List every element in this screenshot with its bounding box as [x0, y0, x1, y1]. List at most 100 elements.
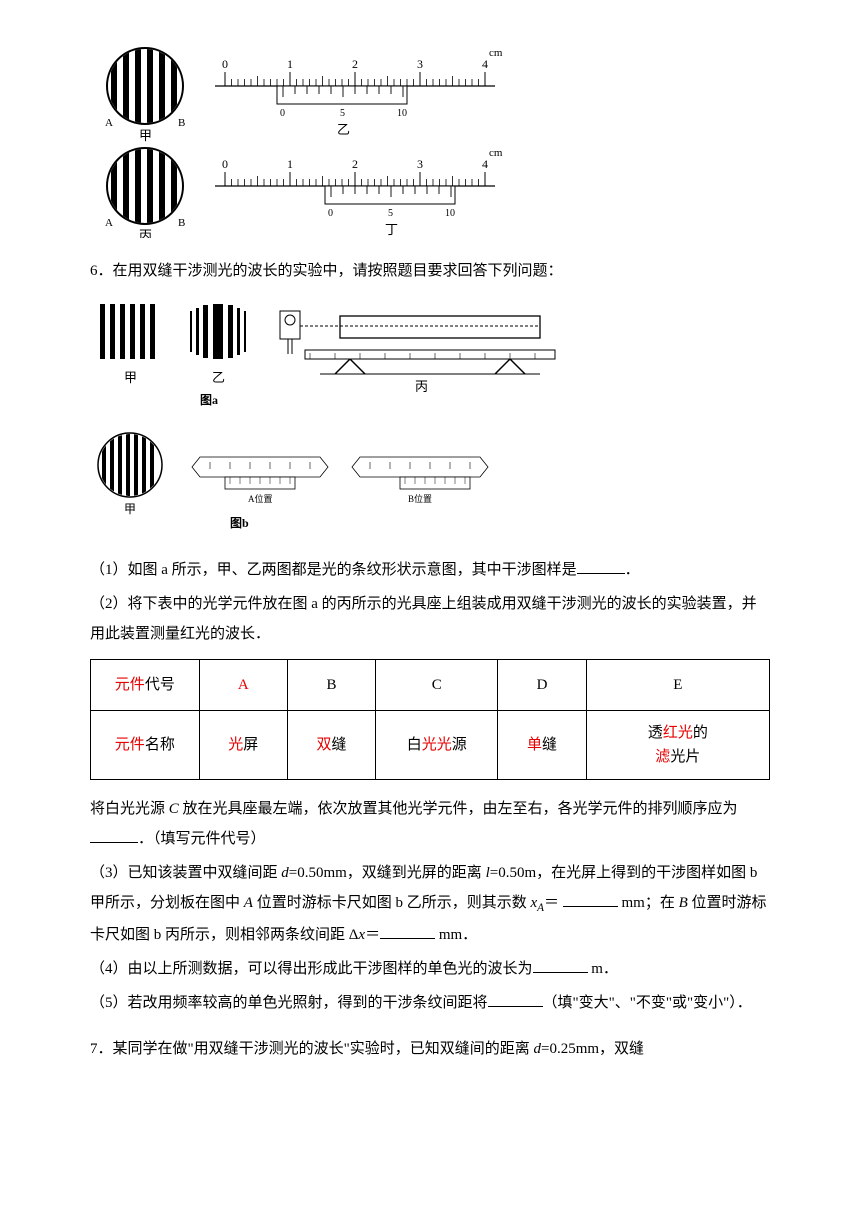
t-r2c6d: 滤 [655, 749, 670, 765]
t-r2c1b: 名称 [145, 737, 175, 753]
q6-p2b-a: 将白光光源 [90, 801, 169, 817]
t-r2c1a: 元件 [115, 737, 145, 753]
t-r2c3b: 缝 [332, 737, 347, 753]
q6-p3: （3）已知该装置中双缝间距 d=0.50mm，双缝到光屏的距离 l=0.50m，… [90, 858, 770, 950]
t-r2c4a: 白 [407, 737, 422, 753]
figure-top-verniers: A B 甲 0 1 2 3 4 cm [90, 38, 770, 238]
label-B: B [178, 117, 185, 129]
blank-6[interactable] [488, 992, 543, 1007]
q6-p2b-b: 放在光具座最左端，依次放置其他光学元件，由左至右，各光学元件的排列顺序应为 [179, 801, 738, 817]
q6-p5: （5）若改用频率较高的单色光照射，得到的干涉条纹间距将 （填"变大"、"不变"或"… [90, 988, 770, 1018]
q6-p3-di: d [281, 865, 289, 881]
q6-p3-Asub: A [537, 902, 544, 914]
figure-b: 甲 A位置 B位置 图b [90, 427, 770, 537]
t-r2c6b: 红光 [663, 725, 693, 741]
svg-text:3: 3 [417, 57, 423, 71]
svg-text:2: 2 [352, 57, 358, 71]
t-r2c6a: 透 [648, 725, 663, 741]
svg-text:cm: cm [489, 147, 503, 159]
elements-table: 元件代号 A B C D E 元件名称 光屏 双缝 白光光源 单缝 透红光的滤光… [90, 659, 770, 780]
t-r2c6f: 片 [685, 749, 700, 765]
q6-p1: （1）如图 a 所示，甲、乙两图都是光的条纹形状示意图，其中干涉图样是 ． [90, 555, 770, 585]
figA-yi: 乙 [212, 370, 225, 385]
q6-p4-a: （4）由以上所测数据，可以得出形成此干涉图样的单色光的波长为 [90, 961, 533, 977]
svg-text:0: 0 [280, 108, 285, 119]
q6-p4-b: m． [588, 961, 618, 977]
t-r2c5a: 单 [527, 737, 542, 753]
q6-p5-b: （填"变大"、"不变"或"变小"）． [543, 995, 752, 1011]
blank-1[interactable] [577, 559, 625, 574]
t-r1c1b: 代号 [145, 677, 175, 693]
figA-caption: 图a [200, 393, 218, 407]
q6-p3-h: ＝ [365, 927, 380, 943]
q6-p4: （4）由以上所测数据，可以得出形成此干涉图样的单色光的波长为 m． [90, 954, 770, 984]
t-r1c4: C [432, 677, 442, 693]
q6-p3-d: 位置时游标卡尺如图 b 乙所示，则其示数 [253, 895, 531, 911]
t-r2c3a: 双 [317, 737, 332, 753]
svg-text:1: 1 [287, 157, 293, 171]
label-A: A [105, 117, 113, 129]
svg-text:5: 5 [340, 108, 345, 119]
svg-text:0: 0 [222, 157, 228, 171]
svg-text:B: B [178, 217, 185, 229]
t-r2c6c: 的 [693, 725, 708, 741]
q6-p1-a: （1）如图 a 所示，甲、乙两图都是光的条纹形状示意图，其中干涉图样是 [90, 562, 577, 578]
t-r2c4b: 光光 [422, 737, 452, 753]
t-r1c2: A [238, 677, 249, 693]
svg-text:3: 3 [417, 157, 423, 171]
figA-bing: 丙 [415, 379, 428, 394]
label-jia: 甲 [139, 128, 152, 143]
figA-jia: 甲 [124, 370, 137, 385]
t-r2c6e: 光 [670, 749, 685, 765]
q6-p3-Ai: A [244, 895, 253, 911]
svg-text:4: 4 [482, 157, 488, 171]
svg-text:5: 5 [388, 208, 393, 219]
q6-p3-a: （3）已知该装置中双缝间距 [90, 865, 281, 881]
q6-p1-b: ． [625, 562, 640, 578]
t-r1c1a: 元件 [115, 677, 145, 693]
q6-p2b-ci: C [169, 801, 179, 817]
blank-3[interactable] [563, 892, 618, 907]
q6-p2: （2）将下表中的光学元件放在图 a 的丙所示的光具座上组装成用双缝干涉测光的波长… [90, 589, 770, 649]
t-r2c5b: 缝 [542, 737, 557, 753]
blank-4[interactable] [380, 924, 435, 939]
svg-text:10: 10 [445, 208, 455, 219]
q6-p2b-c: ．（填写元件代号） [138, 831, 266, 847]
t-r2c2a: 光 [228, 737, 243, 753]
figure-a: 甲 乙 [90, 294, 770, 409]
q7-a: 7．某同学在做"用双缝干涉测光的波长"实验时，已知双缝间的距离 [90, 1041, 534, 1057]
blank-2[interactable] [90, 828, 138, 843]
q6-p3-Bi: B [679, 895, 688, 911]
q6-intro: 6．在用双缝干涉测光的波长的实验中，请按照题目要求回答下列问题： [90, 256, 770, 286]
t-r1c3: B [327, 677, 337, 693]
figB-B: B位置 [408, 493, 432, 504]
q7: 7．某同学在做"用双缝干涉测光的波长"实验时，已知双缝间的距离 d=0.25mm… [90, 1034, 770, 1064]
q6-p3-e: ＝ [544, 895, 559, 911]
q6-p3-f: mm；在 [618, 895, 679, 911]
svg-text:2: 2 [352, 157, 358, 171]
figB-caption: 图b [230, 516, 249, 530]
t-r2c2b: 屏 [243, 737, 258, 753]
figB-jia: 甲 [124, 502, 136, 516]
t-r1c6: E [673, 677, 682, 693]
unit-cm: cm [489, 47, 503, 59]
svg-text:1: 1 [287, 57, 293, 71]
svg-text:4: 4 [482, 57, 488, 71]
t-r1c5: D [537, 677, 548, 693]
label-bing: 丙 [139, 228, 152, 238]
t-r2c4c: 源 [452, 737, 467, 753]
label-yi: 乙 [337, 122, 350, 137]
figB-A: A位置 [248, 493, 273, 504]
blank-5[interactable] [533, 958, 588, 973]
q6-p3-b: =0.50mm，双缝到光屏的距离 [289, 865, 486, 881]
svg-text:A: A [105, 217, 113, 229]
q6-p2b: 将白光光源 C 放在光具座最左端，依次放置其他光学元件，由左至右，各光学元件的排… [90, 794, 770, 854]
q6-p3-i: mm． [435, 927, 477, 943]
svg-text:0: 0 [222, 57, 228, 71]
svg-text:10: 10 [397, 108, 407, 119]
q6-p5-a: （5）若改用频率较高的单色光照射，得到的干涉条纹间距将 [90, 995, 488, 1011]
q7-b: =0.25mm，双缝 [541, 1041, 644, 1057]
q7-di: d [534, 1041, 542, 1057]
svg-text:0: 0 [328, 208, 333, 219]
label-ding: 丁 [385, 222, 398, 237]
